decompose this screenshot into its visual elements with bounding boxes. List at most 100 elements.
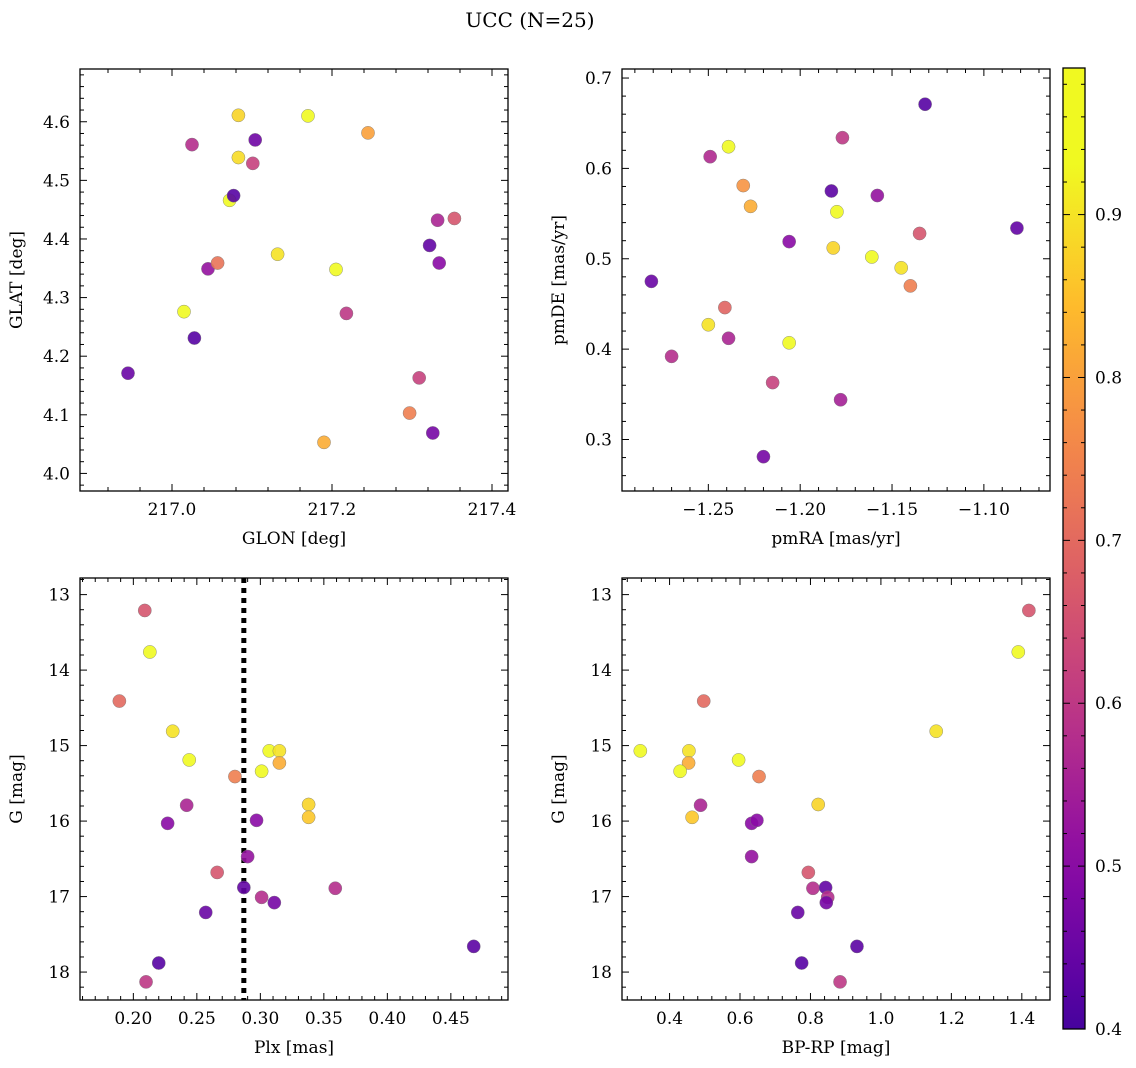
y-tick-label: 4.3 [43,289,70,309]
y-axis-label: G [mag] [549,754,569,823]
scatter-point [806,881,820,896]
scatter-point [272,744,287,758]
y-tick-label: 15 [48,737,70,757]
x-tick-label: 0.6 [726,1009,753,1029]
scatter-point [430,213,445,228]
scatter-point [248,133,262,147]
scatter-point [731,753,746,767]
scatter-point [835,130,850,145]
scatter-point [673,764,687,779]
x-axis-label: Plx [mas] [254,1038,334,1058]
scatter-points [633,603,1036,989]
x-tick-label: −1.20 [774,500,826,520]
scatter-point [633,744,648,758]
x-tick-label: 1.4 [1008,1009,1035,1029]
scatter-point [177,304,191,319]
scatter-point [801,865,816,880]
x-tick-label: −1.15 [866,500,918,520]
scatter-point [918,97,932,112]
y-tick-label: 18 [48,963,70,983]
y-axis-label: pmDE [mas/yr] [549,215,569,345]
scatter-point [432,256,447,270]
scatter-point [833,975,847,989]
scatter-point [736,178,751,193]
x-axis-label: GLON [deg] [242,529,346,549]
scatter-point [160,816,175,831]
x-tick-label: −1.25 [682,500,734,520]
scatter-point [794,956,809,970]
scatter-point [228,769,242,784]
x-tick-label: 0.40 [368,1009,406,1029]
y-tick-label: 4.4 [43,230,70,250]
scatter-point [811,797,826,812]
y-tick-label: 4.6 [43,113,70,133]
y-tick-label: 0.3 [585,430,612,450]
y-tick-label: 0.4 [585,340,612,360]
y-tick-label: 4.1 [43,406,70,426]
scatter-point [143,645,157,659]
scatter-point [850,939,864,954]
x-tick-label: 0.8 [797,1009,824,1029]
y-tick-label: 13 [48,586,70,606]
scatter-point [182,753,197,767]
scatter-point [644,274,659,289]
scatter-points [644,97,1024,464]
x-tick-label: 0.45 [432,1009,470,1029]
y-tick-label: 15 [590,737,612,757]
scatter-point [272,756,287,770]
y-tick-label: 4.2 [43,347,70,367]
scatter-point [819,895,834,910]
scatter-point [226,188,241,203]
figure-title: UCC (N=25) [465,8,594,32]
scatter-point [447,211,462,226]
scatter-point [361,126,375,140]
x-tick-label: 217.2 [308,500,357,520]
scatter-point [685,810,699,825]
y-axis-label: G [mag] [7,754,27,823]
panel-bottom-left: 0.20 0.25 0.30 0.35 0.40 0.45 13 14 15 16 17 18 Plx … [7,577,509,1058]
panels: 217.0 217.2 217.4 4.0 4.1 4.2 4.3 4.4 4.5 4.6 GLON… [7,68,1051,1058]
colorbar-tick-label: 0.4 [1095,1020,1122,1040]
scatter-point [696,694,711,708]
scatter-point [756,449,771,464]
scatter-point [301,797,316,812]
panel-top-left: 217.0 217.2 217.4 4.0 4.1 4.2 4.3 4.4 4.5 4.6 GLON… [7,68,516,549]
colorbar-tick-label: 0.8 [1095,368,1122,388]
scatter-point [422,238,437,253]
scatter-point [744,849,759,864]
scatter-point [782,234,796,249]
scatter-point [903,279,918,293]
x-tick-label: 1.2 [938,1009,965,1029]
scatter-point [830,204,844,219]
y-tick-label: 16 [590,812,612,832]
scatter-point [1011,645,1026,659]
y-tick-label: 13 [590,586,612,606]
scatter-point [185,137,199,152]
scatter-point [187,331,202,345]
panel-top-right: −1.25 −1.20 −1.15 −1.10 0.3 0.4 0.5 0.6 0.7 pmRA … [549,68,1051,549]
scatter-point [329,262,343,277]
y-tick-label: 4.0 [43,464,70,484]
y-axis-label: GLAT [deg] [7,231,27,329]
scatter-point [402,406,417,420]
axes-frame [79,577,509,1001]
scatter-point [721,331,736,346]
scatter-point [301,810,316,825]
y-tick-label: 17 [590,888,612,908]
scatter-point [703,149,717,164]
x-tick-label: 0.20 [114,1009,152,1029]
axes-frame [79,68,509,492]
scatter-point [681,756,696,770]
scatter-point [721,139,736,154]
scatter-points [121,108,462,450]
scatter-point [718,300,732,315]
scatter-point [151,956,166,970]
scatter-point [752,769,766,784]
colorbar-tick-label: 0.9 [1095,206,1122,226]
scatter-point [750,813,764,828]
scatter-point [249,813,264,828]
scatter-point [237,880,251,895]
scatter-point [231,108,246,123]
y-tick-label: 0.6 [585,159,612,179]
scatter-point [240,849,255,864]
